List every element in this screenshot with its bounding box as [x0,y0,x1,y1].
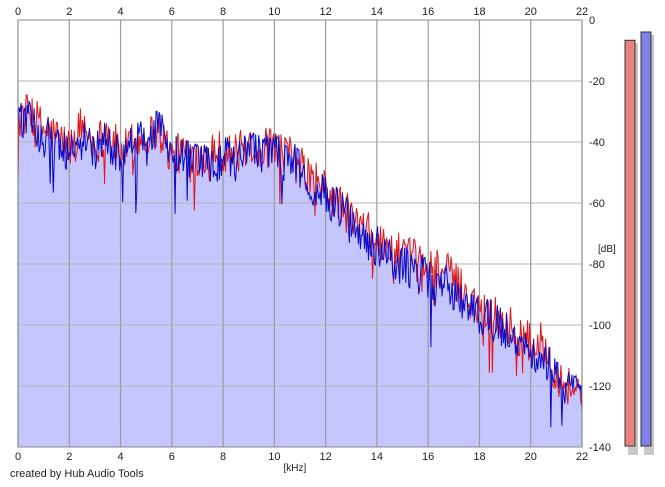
x-top-tick-label: 8 [220,6,226,18]
x-top-tick-label: 18 [473,6,485,18]
x-top-tick-label: 6 [169,6,175,18]
x-top-tick-label: 20 [525,6,537,18]
x-top-tick-label: 2 [66,6,72,18]
spectrum-fill [18,94,582,448]
x-top-tick-label: 16 [422,6,434,18]
series-line-1 [17,99,583,428]
y-tick-label: 0 [589,15,595,27]
y-tick-labels: 0 -20 -40 -60 -80 -100 -120 -140 [589,15,611,454]
x-bottom-tick-label: 8 [220,451,226,463]
x-bottom-tick-label: 14 [371,451,383,463]
x-top-tick-label: 0 [15,6,21,18]
y-tick-label: -120 [589,381,611,393]
x-top-tick-label: 4 [117,6,123,18]
y-tick-label: -40 [589,137,605,149]
y-tick-label: -100 [589,320,611,332]
plot-border [17,19,583,448]
y-unit-label: [dB] [598,244,616,255]
x-bottom-tick-label: 2 [66,451,72,463]
level-meter-bar [624,39,636,447]
y-tick-label: -20 [589,76,605,88]
x-top-tick-label: 10 [268,6,280,18]
series-layer [17,94,583,428]
y-tick-label: -140 [589,442,611,454]
x-bottom-tick-label: 4 [117,451,123,463]
x-bottom-tick-label: 0 [15,451,21,463]
x-bottom-tick-label: 6 [169,451,175,463]
fill-layer [18,94,582,448]
x-bottom-tick-label: 20 [525,451,537,463]
level-meter-bar [640,31,652,447]
x-bottom-tick-label: 22 [576,451,588,463]
x-top-tick-label: 12 [320,6,332,18]
x-bottom-tick-label: 16 [422,451,434,463]
x-bottom-tick-labels: 0 2 4 6 8 10 12 14 16 18 20 22 [15,451,588,463]
x-top-tick-label: 14 [371,6,383,18]
x-unit-label: [kHz] [283,463,306,474]
y-tick-label: -80 [589,259,605,271]
x-top-tick-label: 22 [576,6,588,18]
y-tick-label: -60 [589,198,605,210]
credit-text: created by Hub Audio Tools [10,468,144,480]
x-bottom-tick-label: 12 [320,451,332,463]
x-bottom-tick-label: 10 [268,451,280,463]
level-meters [624,31,654,455]
x-top-tick-labels: 0 2 4 6 8 10 12 14 16 18 20 22 [15,6,588,18]
x-bottom-tick-label: 18 [473,451,485,463]
